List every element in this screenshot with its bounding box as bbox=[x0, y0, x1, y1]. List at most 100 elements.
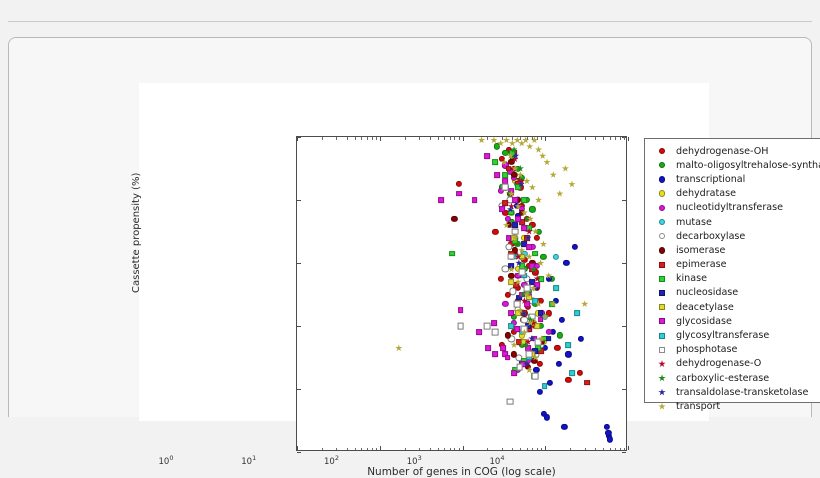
data-point bbox=[538, 275, 545, 282]
data-point bbox=[516, 171, 524, 178]
data-point bbox=[449, 250, 456, 257]
data-point bbox=[493, 171, 500, 178]
data-point bbox=[502, 183, 509, 191]
x-minor-tick-mark bbox=[371, 137, 373, 140]
data-point bbox=[455, 190, 462, 197]
data-point bbox=[534, 338, 542, 346]
data-point bbox=[514, 278, 522, 285]
legend-item-carboxylic-esterase[interactable]: carboxylic-esterase bbox=[645, 371, 820, 385]
data-point bbox=[528, 334, 536, 342]
legend-item-epimerase[interactable]: epimerase bbox=[645, 258, 820, 272]
x-minor-tick-mark bbox=[371, 447, 373, 450]
data-point bbox=[502, 137, 511, 144]
data-point bbox=[604, 423, 611, 430]
legend-marker-container bbox=[654, 346, 670, 353]
legend-item-dehydratase[interactable]: dehydratase bbox=[645, 187, 820, 201]
data-point bbox=[395, 344, 403, 352]
data-point bbox=[525, 366, 533, 374]
data-point bbox=[514, 326, 521, 333]
x-tick-mark bbox=[628, 446, 629, 450]
y-tick-mark bbox=[622, 200, 626, 201]
legend-item-isomerase[interactable]: isomerase bbox=[645, 243, 820, 257]
legend-item-phosphotase[interactable]: phosphotase bbox=[645, 343, 820, 357]
legend-item-nucleosidase[interactable]: nucleosidase bbox=[645, 286, 820, 300]
data-point bbox=[539, 240, 547, 248]
data-point bbox=[529, 222, 536, 229]
x-minor-tick-mark bbox=[419, 447, 421, 450]
data-point bbox=[508, 323, 515, 329]
data-point bbox=[555, 360, 562, 367]
legend-marker-container bbox=[654, 275, 670, 282]
data-point bbox=[508, 310, 515, 317]
data-point bbox=[501, 265, 509, 273]
legend-marker-container bbox=[654, 304, 670, 311]
data-point bbox=[529, 206, 536, 213]
legend-item-decarboxylase[interactable]: decarboxylase bbox=[645, 229, 820, 243]
y-tick-mark bbox=[622, 326, 626, 327]
legend-item-kinase[interactable]: kinase bbox=[645, 272, 820, 286]
data-point bbox=[529, 278, 536, 285]
data-point bbox=[523, 284, 531, 292]
data-point bbox=[534, 323, 541, 329]
x-tick-mark bbox=[462, 446, 464, 450]
legend-item-mutase[interactable]: mutase bbox=[645, 215, 820, 229]
data-point bbox=[497, 275, 504, 282]
legend-item-glycosidase[interactable]: glycosidase bbox=[645, 314, 820, 328]
legend-square-marker-icon bbox=[659, 332, 665, 339]
legend-item-label: transcriptional bbox=[676, 173, 746, 185]
data-point bbox=[502, 209, 509, 216]
legend-marker-container bbox=[654, 204, 670, 212]
content-card: Cassette propensity (%) 020406080100 100… bbox=[8, 37, 820, 478]
data-point bbox=[504, 243, 513, 251]
data-point bbox=[511, 155, 519, 163]
data-point bbox=[522, 137, 530, 144]
legend-circle-marker-icon bbox=[658, 190, 666, 197]
data-point bbox=[520, 297, 528, 304]
data-point bbox=[491, 319, 497, 326]
legend-item-glycosyltransferase[interactable]: glycosyltransferase bbox=[645, 328, 820, 342]
x-minor-tick-mark bbox=[619, 447, 621, 450]
legend-circle-marker-icon bbox=[658, 218, 666, 226]
data-point bbox=[526, 319, 534, 326]
x-minor-tick-mark bbox=[512, 137, 514, 140]
legend-item-nucleotidyltransferase[interactable]: nucleotidyltransferase bbox=[645, 201, 820, 215]
data-point bbox=[493, 143, 500, 150]
x-minor-tick-mark bbox=[404, 447, 406, 450]
data-point bbox=[510, 171, 518, 178]
x-minor-tick-mark bbox=[375, 447, 377, 450]
legend-item-deacetylase[interactable]: deacetylase bbox=[645, 300, 820, 314]
data-point bbox=[511, 234, 519, 241]
x-minor-tick-mark bbox=[619, 137, 621, 140]
legend-item-dehydrogenase-oh[interactable]: dehydrogenase-OH bbox=[645, 144, 820, 158]
data-point bbox=[497, 139, 505, 147]
legend-item-dehydrogenase-o[interactable]: dehydrogenase-O bbox=[645, 357, 820, 371]
data-point bbox=[492, 328, 499, 336]
data-point bbox=[556, 189, 564, 197]
legend-square-marker-icon bbox=[659, 346, 665, 353]
data-point bbox=[534, 300, 543, 307]
x-minor-tick-mark bbox=[624, 447, 626, 450]
legend-item-transport[interactable]: transport bbox=[645, 399, 820, 413]
data-point bbox=[559, 316, 566, 323]
data-point bbox=[510, 145, 518, 153]
y-tick-mark bbox=[297, 389, 301, 390]
legend-item-transaldolase-transketolase[interactable]: transaldolase-transketolase bbox=[645, 385, 820, 399]
data-point bbox=[523, 177, 531, 185]
x-minor-tick-mark bbox=[520, 447, 522, 450]
legend-item-malto-oligosyltrehalose-synthase[interactable]: malto-oligosyltrehalose-synthase bbox=[645, 158, 820, 172]
legend-item-label: epimerase bbox=[676, 259, 727, 271]
x-minor-tick-mark bbox=[609, 447, 611, 450]
data-point bbox=[517, 180, 525, 188]
data-point bbox=[533, 275, 541, 282]
data-point bbox=[533, 367, 540, 374]
legend-marker-container bbox=[654, 332, 670, 339]
legend-square-marker-icon bbox=[659, 318, 665, 325]
y-tick-mark bbox=[297, 452, 301, 453]
data-point bbox=[515, 353, 523, 362]
data-point bbox=[502, 178, 509, 184]
data-point bbox=[540, 253, 547, 260]
data-point bbox=[534, 145, 543, 153]
data-point bbox=[545, 335, 552, 342]
data-point bbox=[519, 290, 527, 298]
legend-item-transcriptional[interactable]: transcriptional bbox=[645, 172, 820, 186]
